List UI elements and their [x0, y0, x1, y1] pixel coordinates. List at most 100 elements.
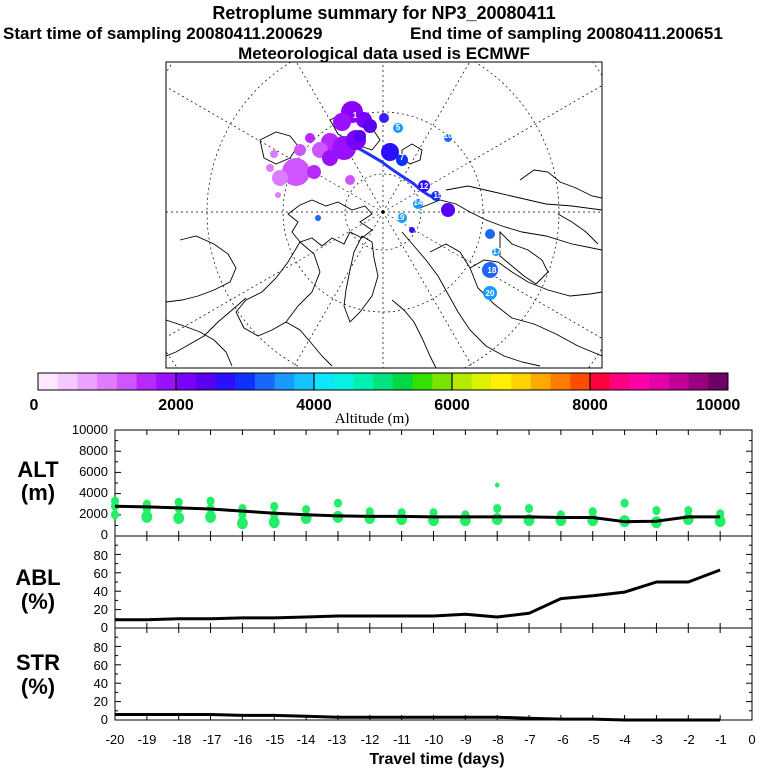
start-time-label: Start time of sampling 20080411.200629	[3, 24, 323, 43]
xtick-m19: -19	[138, 732, 157, 747]
alt-panel-label: ALT	[17, 457, 59, 482]
colorbar-tick-10000: 10000	[696, 397, 741, 414]
time-label-7: 7	[400, 153, 405, 162]
colorbar-frame	[37, 372, 729, 391]
xtick-m13: -13	[328, 732, 347, 747]
colorbar-segment	[511, 373, 532, 390]
colorbar-segments	[38, 373, 729, 390]
plume-cluster-point	[492, 248, 500, 256]
alt-plume-point	[174, 497, 183, 507]
xtick-m4: -4	[619, 732, 631, 747]
time-label-1: 1	[353, 111, 358, 120]
alt-plume-point	[525, 503, 534, 513]
colorbar-segment	[530, 373, 551, 390]
plume-cluster-point	[482, 262, 498, 278]
colorbar-segment	[136, 373, 157, 390]
xtick-m18: -18	[173, 732, 192, 747]
colorbar-tick-0: 0	[30, 397, 39, 414]
alt-plume-point	[173, 511, 185, 524]
colorbar-segment	[333, 373, 354, 390]
plume-cluster-point	[266, 164, 274, 172]
plume-cluster-point	[409, 227, 415, 233]
colorbar-segment	[116, 373, 137, 390]
alt-plume-point	[493, 503, 502, 513]
alt-series-line	[114, 504, 721, 524]
colorbar-segment	[77, 373, 98, 390]
alt-ytick-4000: 4000	[79, 485, 108, 500]
alt-plume-point	[652, 506, 661, 516]
alt-plume-point	[396, 513, 408, 526]
alt-plume-point	[620, 498, 629, 508]
xtick-m17: -17	[203, 732, 222, 747]
abl-ytick-40: 40	[94, 584, 108, 599]
plume-cluster-point	[282, 158, 310, 186]
abl-ytick-60: 60	[94, 566, 108, 581]
alt-plume-point	[555, 514, 567, 527]
colorbar-label: Altitude (m)	[335, 411, 410, 427]
time-label-10: 10	[444, 131, 453, 140]
plume-cluster-point	[397, 213, 407, 223]
colorbar-tick-4000: 4000	[296, 397, 332, 414]
colorbar-segment	[156, 373, 177, 390]
alt-plume-point	[270, 501, 279, 511]
plume-cluster-point	[272, 170, 288, 186]
colorbar-segment	[215, 373, 236, 390]
time-label-18: 18	[488, 266, 497, 275]
colorbar-segment	[274, 373, 295, 390]
colorbar-segment	[195, 373, 216, 390]
plume-cluster-point	[305, 133, 315, 143]
str-ytick-0: 0	[101, 712, 108, 727]
abl-ytick-20: 20	[94, 602, 108, 617]
xtick-m11: -11	[393, 732, 411, 747]
str-ytick-80: 80	[94, 640, 108, 655]
x-axis-label: Travel time (days)	[369, 751, 504, 768]
plume-cluster-point	[483, 286, 497, 300]
colorbar-segment	[550, 373, 571, 390]
colorbar-segment	[235, 373, 256, 390]
colorbar-tick-6000: 6000	[434, 397, 470, 414]
plume-cluster-point	[315, 215, 321, 221]
alt-ytick-10000: 10000	[72, 422, 108, 437]
alt-plume-point	[206, 496, 215, 506]
time-label-5: 5	[396, 123, 401, 132]
plume-cluster-point	[270, 150, 278, 158]
alt-plume-point	[110, 510, 120, 520]
plume-cluster-point	[418, 180, 430, 192]
xtick-m9: -9	[460, 732, 472, 747]
colorbar-segment	[412, 373, 433, 390]
alt-plume-point	[494, 482, 500, 488]
meridians	[166, 62, 602, 368]
colorbar-segment	[708, 373, 729, 390]
alt-plume-point	[587, 514, 599, 527]
alt-plume-point	[682, 513, 694, 526]
xtick-m12: -12	[361, 732, 380, 747]
plume-cluster-point	[275, 192, 281, 198]
alt-plume-point	[302, 505, 311, 514]
polar-map: 1 4 5 7 10 12 14 15 16 17 18 19 20	[165, 61, 603, 369]
colorbar-segment	[57, 373, 78, 390]
plume-cluster-point	[413, 199, 423, 209]
colorbar-tick-8000: 8000	[572, 397, 608, 414]
abl-ytick-0: 0	[101, 620, 108, 635]
xtick-m6: -6	[557, 732, 569, 747]
alt-plume-point	[684, 506, 693, 516]
colorbar-segment	[688, 373, 709, 390]
panel-frames	[114, 429, 753, 721]
colorbar-segment	[590, 373, 611, 390]
plume-cluster-point	[485, 229, 495, 239]
colorbar-segment	[254, 373, 275, 390]
time-label-4: 4	[384, 123, 389, 132]
alt-plume-point	[364, 511, 376, 524]
plume-cluster-point	[396, 154, 408, 166]
colorbar-segment	[570, 373, 591, 390]
coastlines	[166, 111, 602, 368]
xtick-m8: -8	[492, 732, 504, 747]
axis-ticks	[114, 430, 753, 720]
plume-cluster-point	[345, 175, 355, 185]
xtick-m15: -15	[266, 732, 285, 747]
time-label-15: 15	[434, 191, 443, 200]
time-label-16: 16	[376, 178, 385, 187]
plume-cluster-point	[307, 165, 321, 179]
abl-series-line	[115, 568, 721, 622]
